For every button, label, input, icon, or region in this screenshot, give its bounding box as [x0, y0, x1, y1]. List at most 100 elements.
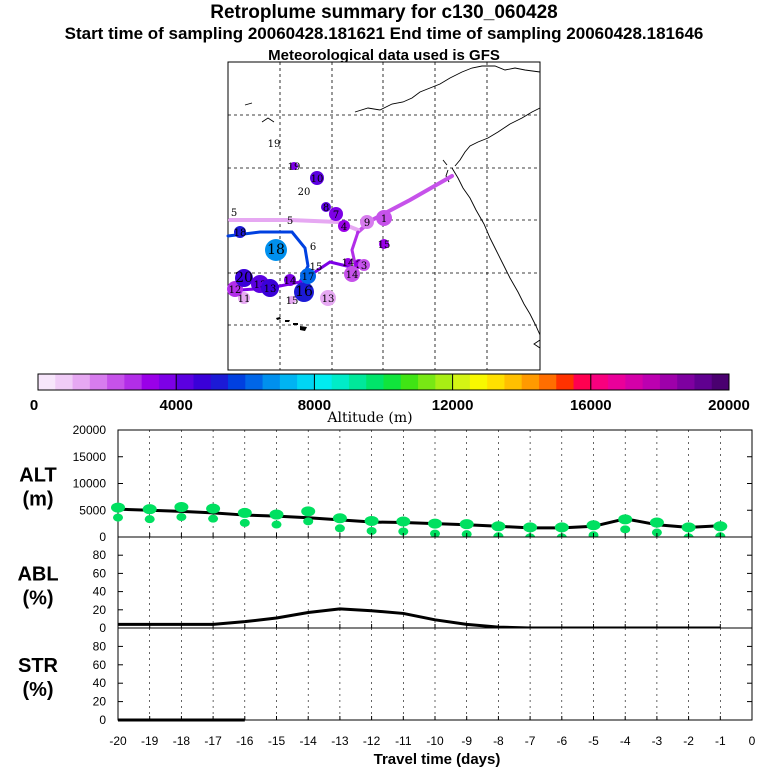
day-label: 19	[268, 139, 281, 150]
particle-point	[398, 527, 409, 536]
trajectory-day-19: 19	[268, 139, 281, 150]
panel-abl: 0 20 40 60 80 ABL(%)	[17, 536, 753, 635]
cluster-marker	[261, 279, 279, 297]
x-tick-label: 0	[749, 734, 756, 748]
x-tick-label: -14	[300, 734, 318, 748]
trajectory-day-13: 13	[320, 290, 336, 306]
trajectory-day-5: 5	[287, 216, 293, 227]
particle-point	[144, 515, 155, 524]
hawaii-islands	[276, 317, 307, 331]
day-label: 15	[378, 240, 391, 251]
colorbar-swatch	[400, 374, 419, 390]
x-tick-label: -19	[141, 734, 159, 748]
day-label: 13	[264, 284, 277, 295]
x-axis-label: Travel time (days)	[374, 751, 501, 768]
cluster-marker	[235, 269, 253, 287]
particle-point	[396, 516, 411, 527]
day-label: 15	[310, 262, 323, 273]
colorbar-swatch	[348, 374, 367, 390]
y-tick-label: 0	[99, 713, 106, 727]
colorbar-tick-label: 8000	[298, 397, 331, 414]
trajectory-day-14: 14	[342, 258, 355, 269]
particle-point	[174, 502, 189, 513]
y-tick-label: 20	[93, 695, 107, 709]
cluster-marker	[344, 258, 352, 266]
colorbar-swatch	[452, 374, 471, 390]
trajectory-day-18: 18	[234, 226, 246, 239]
trajectory-day-11: 11	[238, 292, 251, 305]
chart-title: Retroplume summary for c130_060428	[210, 2, 558, 23]
cluster-marker	[338, 220, 350, 232]
particle-point	[271, 520, 282, 529]
day-label: 4	[341, 222, 347, 233]
y-tick-label: 20000	[73, 423, 107, 437]
day-label: 20	[298, 187, 311, 198]
x-tick-label: -17	[204, 734, 222, 748]
day-label: 11	[238, 294, 251, 305]
x-tick-label: -5	[588, 734, 599, 748]
day-label: 10	[311, 174, 324, 185]
trajectory-day-15: 15	[310, 262, 323, 273]
trajectory-day-15: 15	[378, 239, 391, 251]
coastlines	[244, 65, 541, 349]
particle-point	[142, 504, 157, 515]
colorbar-swatch	[677, 374, 695, 390]
cluster-marker	[234, 226, 246, 238]
y-axis-unit: (%)	[22, 588, 53, 610]
panel-alt: 0 5000 10000 15000 20000 ALT(m)	[19, 423, 753, 544]
day-label: 5	[231, 208, 237, 219]
colorbar-tick-label: 16000	[570, 397, 612, 414]
panel-frame	[117, 627, 753, 721]
particle-point	[113, 513, 123, 522]
cluster-marker	[294, 282, 314, 302]
particle-point	[366, 526, 377, 535]
y-tick-label: 15000	[73, 450, 107, 464]
particle-point	[649, 517, 664, 528]
colorbar-swatch	[107, 374, 125, 390]
panel-frame	[117, 536, 753, 629]
trajectory-day-20: 20	[235, 269, 253, 287]
cluster-marker	[238, 292, 250, 304]
day-label: 14	[346, 270, 359, 281]
day-label: 14	[342, 258, 355, 269]
day-label: 12	[229, 285, 242, 296]
cluster-marker	[265, 239, 287, 261]
colorbar-swatch	[314, 374, 333, 390]
particle-point	[459, 519, 474, 530]
cluster-marker	[300, 268, 316, 284]
particle-point	[301, 506, 316, 517]
trajectory-day-8: 8	[321, 202, 331, 214]
particle-point	[618, 514, 633, 525]
trajectory-day-10: 10	[310, 171, 324, 185]
day-label: 17	[302, 272, 315, 283]
colorbar-swatch	[193, 374, 212, 390]
particle-point	[428, 518, 442, 529]
trajectory-day-17: 17	[300, 268, 316, 284]
particle-point	[269, 509, 284, 520]
x-tick-label: -3	[652, 734, 663, 748]
colorbar-swatch	[711, 374, 730, 390]
x-tick-label: -13	[331, 734, 349, 748]
particle-point	[364, 515, 379, 526]
colorbar-swatch	[556, 374, 575, 390]
cluster-marker	[376, 210, 392, 226]
x-tick-label: -1	[715, 734, 726, 748]
x-tick-label: -18	[173, 734, 191, 748]
day-label: 20	[235, 270, 253, 286]
colorbar-swatch	[590, 374, 609, 390]
particle-point	[208, 514, 219, 523]
cluster-marker	[360, 215, 374, 229]
x-tick-label: -16	[236, 734, 254, 748]
colorbar-swatch	[642, 374, 661, 390]
day-label: 7	[333, 210, 339, 221]
colorbar-tick-label: 20000	[708, 397, 750, 414]
day-label: 6	[310, 242, 316, 253]
colorbar-swatch	[504, 374, 523, 390]
particle-point	[303, 517, 314, 526]
colorbar-swatch	[659, 374, 678, 390]
cluster-marker	[290, 162, 298, 170]
colorbar-swatch	[55, 374, 74, 390]
day-label: 13	[322, 294, 335, 305]
day-label: 8	[323, 203, 329, 214]
x-tick-label: -12	[363, 734, 381, 748]
